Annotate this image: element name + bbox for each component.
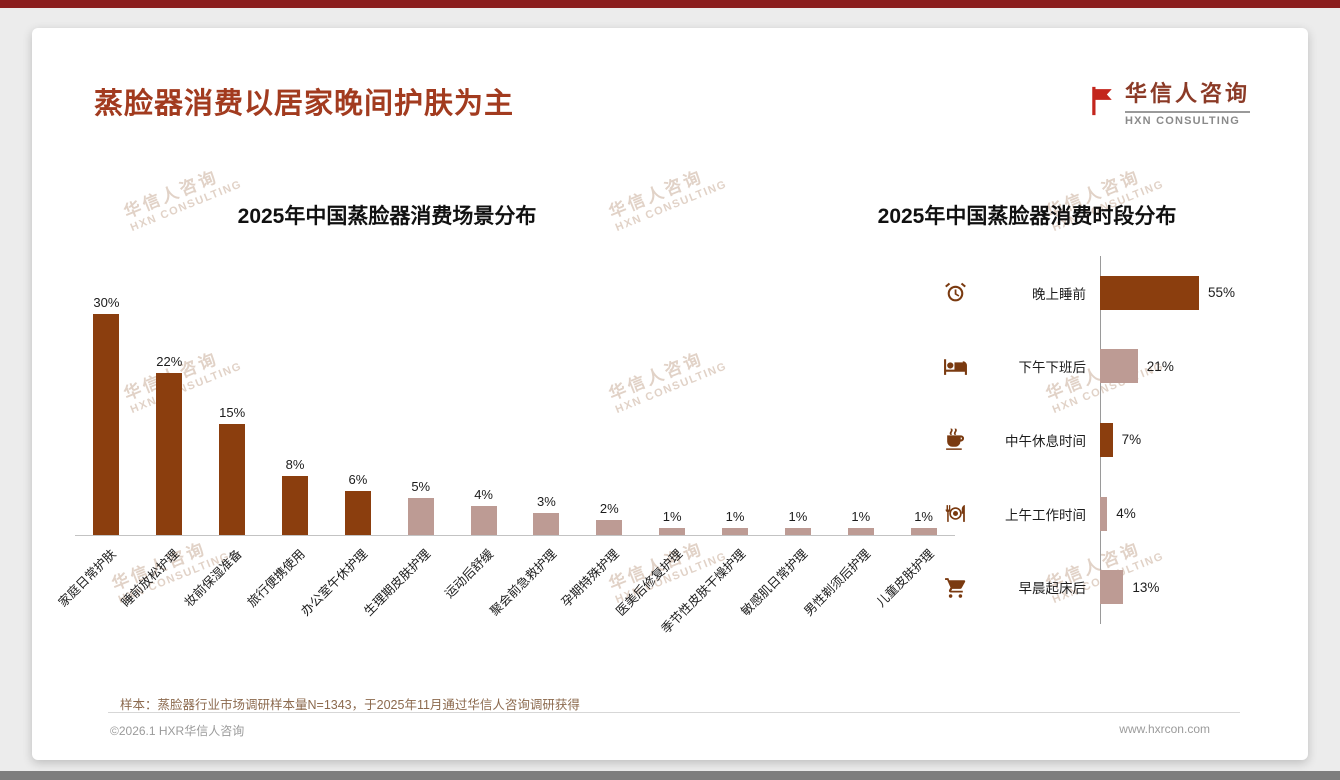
scene-bar-group: 6% 办公室午休护理 bbox=[299, 268, 389, 619]
bar-value-label: 1% bbox=[725, 508, 745, 524]
scene-bar-group: 22% 睡前放松护理 bbox=[119, 268, 201, 610]
scene-bar-group: 3% 聚会前急救护理 bbox=[487, 268, 578, 619]
scene-category-label: 孕期特殊护理 bbox=[559, 546, 623, 610]
scene-bar bbox=[659, 527, 686, 535]
scene-bar bbox=[533, 512, 560, 535]
scene-bar bbox=[344, 490, 371, 535]
scene-bar bbox=[93, 313, 120, 535]
time-row: 上午工作时间 4% bbox=[932, 477, 1302, 551]
scene-category-label: 睡前放松护理 bbox=[119, 546, 183, 610]
time-value-label: 13% bbox=[1132, 579, 1160, 595]
time-bar bbox=[1100, 496, 1108, 531]
copyright-text: ©2026.1 HXR华信人咨询 bbox=[110, 724, 245, 738]
scene-bar bbox=[407, 498, 434, 535]
scene-bar bbox=[156, 372, 183, 535]
scene-bar-group: 1% 儿童皮肤护理 bbox=[873, 268, 955, 610]
logo-divider bbox=[1124, 110, 1250, 113]
scene-category-label: 儿童皮肤护理 bbox=[873, 546, 937, 610]
scene-bar-group: 1% 敏感肌日常护理 bbox=[739, 268, 829, 619]
bar-value-label: 6% bbox=[348, 471, 368, 487]
time-value-label: 55% bbox=[1208, 285, 1236, 301]
scene-bar bbox=[847, 527, 874, 535]
bottom-accent-bar bbox=[0, 771, 1340, 780]
scene-bar-group: 5% 生理期皮肤护理 bbox=[362, 268, 452, 619]
time-category-label: 中午休息时间 bbox=[1005, 433, 1086, 449]
website-link[interactable]: www.hxrcon.com bbox=[1119, 722, 1210, 736]
scene-distribution-chart: 30% 家庭日常护肤 22% 睡前放松护理 15% 妆前保湿准备 8% 旅行便携使用 6% 办公室… bbox=[56, 268, 955, 636]
logo-flag-icon bbox=[1089, 85, 1115, 117]
scene-bar bbox=[282, 476, 308, 535]
scene-category-label: 妆前保湿准备 bbox=[181, 546, 245, 610]
time-category-label: 上午工作时间 bbox=[1005, 507, 1086, 523]
scene-category-label: 家庭日常护肤 bbox=[56, 546, 120, 610]
scene-bar-group: 1% 男性剃须后护理 bbox=[802, 268, 892, 619]
time-row: 中午休息时间 7% bbox=[932, 403, 1302, 477]
bar-value-label: 15% bbox=[219, 405, 246, 421]
scene-bar-group: 8% 旅行便携使用 bbox=[245, 268, 327, 610]
time-category-label: 早晨起床后 bbox=[1018, 581, 1087, 597]
scene-bar-group: 1% 季节性皮肤干燥护理 bbox=[658, 268, 767, 636]
time-bar bbox=[1100, 275, 1199, 310]
time-category-label: 晚上睡前 bbox=[1032, 286, 1086, 302]
time-bar bbox=[1100, 570, 1124, 605]
slide-header: 蒸脸器消费以居家晚间护肤为主 华信人咨询 HXN CONSULTING bbox=[94, 64, 1250, 138]
time-row: 早晨起床后 13% bbox=[932, 550, 1302, 624]
time-chart-title: 2025年中国蒸脸器消费时段分布 bbox=[877, 205, 1177, 228]
dining-icon bbox=[932, 501, 978, 526]
time-value-label: 21% bbox=[1146, 358, 1174, 374]
bar-value-label: 1% bbox=[914, 508, 933, 524]
scene-bar-group: 4% 运动后舒缓 bbox=[442, 268, 515, 601]
coffee-icon bbox=[932, 427, 978, 452]
bar-value-label: 5% bbox=[411, 479, 431, 495]
sample-note: 样本：蒸脸器行业市场调研样本量N=1343，于2025年11月通过华信人咨询调研… bbox=[120, 698, 580, 712]
bar-value-label: 8% bbox=[285, 457, 305, 473]
scene-bar-group: 15% 妆前保湿准备 bbox=[182, 268, 264, 609]
scene-bar bbox=[596, 520, 623, 535]
page-title: 蒸脸器消费以居家晚间护肤为主 bbox=[94, 88, 515, 120]
bar-value-label: 1% bbox=[851, 508, 871, 524]
slide-card: 华信人咨询 HXN CONSULTING 华信人咨询 HXN CONSULTING 华信… bbox=[32, 28, 1308, 760]
company-logo: 华信人咨询 HXN CONSULTING bbox=[1089, 76, 1250, 127]
time-category-label: 下午下班后 bbox=[1018, 360, 1087, 376]
scene-bar bbox=[910, 527, 937, 535]
bar-value-label: 4% bbox=[474, 486, 493, 502]
time-row: 晚上睡前 55% bbox=[932, 256, 1302, 330]
bar-value-label: 3% bbox=[537, 493, 556, 509]
logo-text: 华信人咨询 HXN CONSULTING bbox=[1124, 76, 1250, 127]
footer-divider bbox=[108, 712, 1240, 713]
scene-bar-group: 2% 孕期特殊护理 bbox=[559, 268, 641, 610]
cart-icon bbox=[932, 575, 978, 600]
time-value-label: 7% bbox=[1121, 432, 1142, 448]
logo-name: 华信人咨询 bbox=[1124, 80, 1250, 106]
bar-value-label: 1% bbox=[662, 508, 682, 524]
scene-bar bbox=[470, 505, 497, 535]
scene-bar bbox=[784, 527, 811, 535]
scene-bar bbox=[219, 424, 246, 535]
time-bar bbox=[1100, 349, 1138, 384]
time-bar bbox=[1100, 422, 1113, 457]
time-row: 下午下班后 21% bbox=[932, 330, 1302, 404]
scene-bar-group: 1% 医美后修复护理 bbox=[613, 268, 704, 619]
scene-chart-title: 2025年中国蒸脸器消费场景分布 bbox=[237, 205, 537, 228]
top-accent-bar bbox=[0, 0, 1340, 8]
footer: ©2026.1 HXR华信人咨询 www.hxrcon.com bbox=[110, 722, 1210, 739]
time-value-label: 4% bbox=[1116, 506, 1136, 522]
scene-category-label: 旅行便携使用 bbox=[244, 546, 308, 610]
time-chart-rows: 晚上睡前 55% 下午下班后 21% 中午休息时间 7% 上午工作时间 4% 早晨起床后 13% bbox=[932, 256, 1302, 624]
scene-bar bbox=[722, 527, 749, 535]
logo-subtitle: HXN CONSULTING bbox=[1124, 114, 1240, 127]
time-distribution-chart: 晚上睡前 55% 下午下班后 21% 中午休息时间 7% 上午工作时间 4% 早晨起床后 13% bbox=[932, 256, 1302, 624]
bar-value-label: 2% bbox=[599, 501, 619, 517]
bar-value-label: 30% bbox=[93, 294, 120, 310]
alarm-clock-icon bbox=[932, 280, 978, 305]
bar-value-label: 22% bbox=[156, 353, 183, 369]
bed-icon bbox=[932, 354, 978, 379]
bar-value-label: 1% bbox=[788, 508, 808, 524]
scene-bar-group: 30% 家庭日常护肤 bbox=[56, 268, 138, 610]
scene-category-label: 运动后舒缓 bbox=[442, 546, 497, 601]
